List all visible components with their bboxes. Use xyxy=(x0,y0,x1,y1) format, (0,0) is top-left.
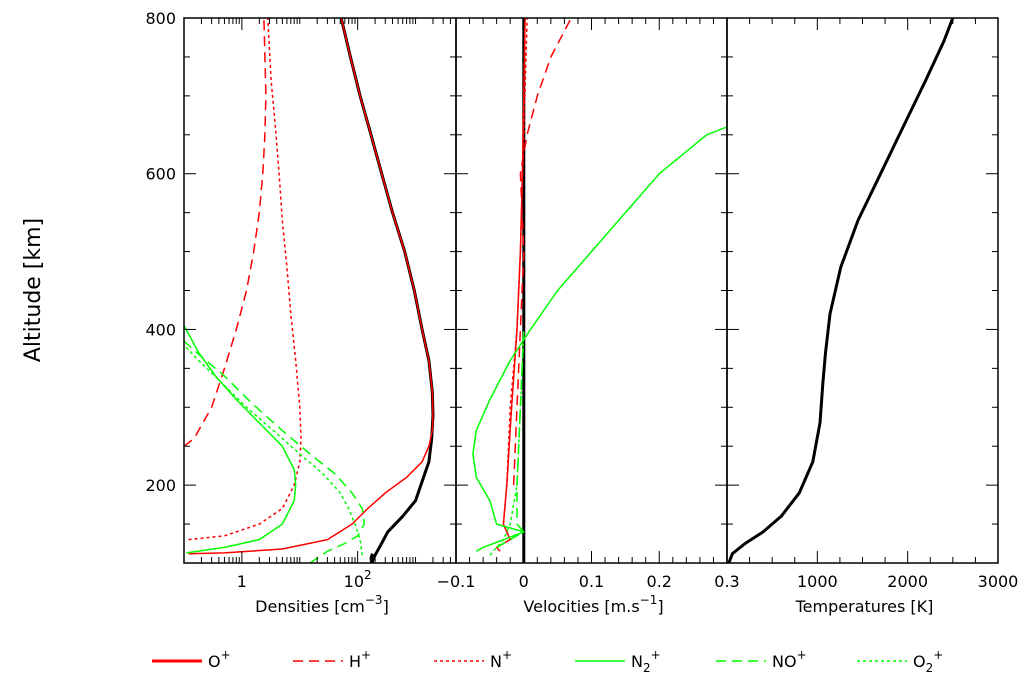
velocities-series-oplus xyxy=(495,18,526,552)
legend-item: N+ xyxy=(434,648,512,671)
legend-item: NO+ xyxy=(716,648,807,671)
legend-item: H+ xyxy=(293,648,371,671)
densities-series-total xyxy=(339,18,435,563)
legend-label: N2+ xyxy=(631,648,661,675)
legend-item: N2+ xyxy=(575,648,661,675)
legend-label: O+ xyxy=(208,648,231,671)
temperatures-series xyxy=(727,18,955,563)
velocities-series-o2plus xyxy=(489,329,525,556)
panel-velocities: −0.1 0 0.1 0.2 0.3 Velocities [m.s−1] xyxy=(437,17,740,616)
x-tick-label: 1000 xyxy=(797,572,838,591)
x-tick-label: 1 xyxy=(237,572,247,591)
densities-series-n2plus xyxy=(184,325,297,554)
legend-item: O2+ xyxy=(857,648,943,675)
x-tick-label: −0.1 xyxy=(437,572,476,591)
temperatures-frame xyxy=(726,17,999,564)
legend-label: NO+ xyxy=(772,648,807,671)
densities-series-noplus xyxy=(184,340,366,563)
velocities-series xyxy=(472,18,727,563)
y-axis-label: Altitude [km] xyxy=(21,218,46,362)
densities-series-nplus xyxy=(188,18,302,541)
velocities-x-axis-label: Velocities [m.s−1] xyxy=(523,593,663,616)
densities-series-oplus xyxy=(188,18,434,555)
x-tick-label: 3000 xyxy=(978,572,1019,591)
temperatures-series-temperature xyxy=(727,18,955,563)
temperatures-x-axis-label: Temperatures [K] xyxy=(795,597,934,616)
legend-label: O2+ xyxy=(913,648,943,675)
densities-x-axis-label: Densities [cm−3] xyxy=(255,593,389,616)
panel-temperatures: 1000 2000 3000 Temperatures [K] xyxy=(726,17,1019,616)
x-tick-label: 0.2 xyxy=(647,572,672,591)
densities-series xyxy=(184,18,435,563)
velocities-series-hplus xyxy=(512,18,572,486)
legend: O+ H+ N+ N2+ NO+ O2+ xyxy=(152,648,943,675)
densities-series-hplus xyxy=(184,18,267,447)
x-tick-label: 2000 xyxy=(887,572,928,591)
legend-label: H+ xyxy=(349,648,371,671)
velocities-frame xyxy=(455,17,728,564)
velocities-series-n2plus xyxy=(472,126,727,552)
legend-item: O+ xyxy=(152,648,231,671)
x-tick-label: 0.1 xyxy=(579,572,604,591)
y-tick-label: 600 xyxy=(145,165,176,184)
y-tick-label: 800 xyxy=(145,9,176,28)
x-tick-label: 0.3 xyxy=(714,572,739,591)
y-tick-label: 400 xyxy=(145,320,176,339)
x-tick-label: 0 xyxy=(519,572,529,591)
densities-series-o2plus xyxy=(184,344,363,556)
y-tick-label: 200 xyxy=(145,476,176,495)
legend-label: N+ xyxy=(490,648,512,671)
velocities-series-noplus xyxy=(496,329,525,549)
x-tick-label: 102 xyxy=(344,568,372,591)
